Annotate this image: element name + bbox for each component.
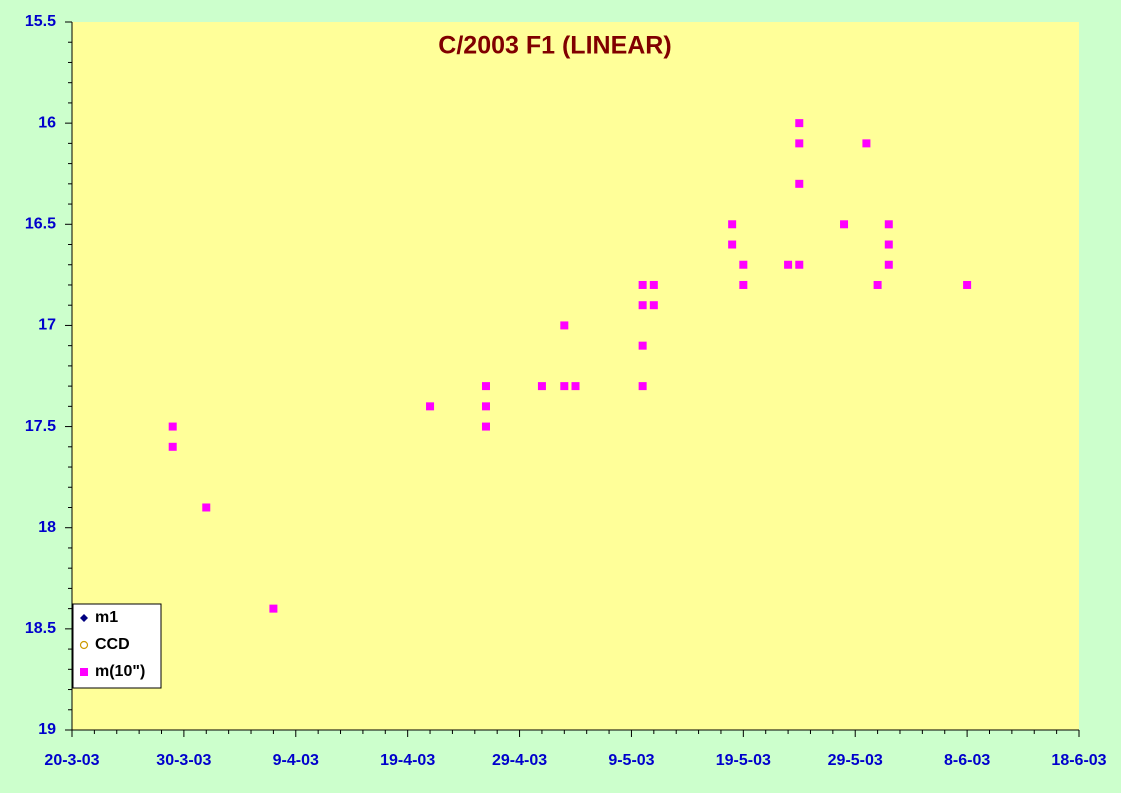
- point: [168, 422, 177, 431]
- x-tick-label: 30-3-03: [156, 752, 211, 769]
- point: [649, 301, 658, 310]
- point: [795, 260, 804, 269]
- point: [481, 382, 490, 391]
- point: [649, 280, 658, 289]
- point: [884, 240, 893, 249]
- y-tick-label: 16.5: [25, 216, 56, 233]
- point: [884, 260, 893, 269]
- plot-area: [72, 22, 1079, 730]
- y-tick-label: 17: [38, 317, 56, 334]
- point: [638, 341, 647, 350]
- x-tick-label: 9-5-03: [608, 752, 654, 769]
- point: [728, 220, 737, 229]
- y-tick-label: 18.5: [25, 620, 56, 637]
- x-tick-label: 19-5-03: [716, 752, 771, 769]
- point: [202, 503, 211, 512]
- x-tick-label: 9-4-03: [273, 752, 319, 769]
- point: [795, 139, 804, 148]
- point: [739, 280, 748, 289]
- point: [784, 260, 793, 269]
- point: [560, 321, 569, 330]
- point: [963, 280, 972, 289]
- point: [481, 402, 490, 411]
- x-tick-label: 8-6-03: [944, 752, 990, 769]
- x-tick-label: 19-4-03: [380, 752, 435, 769]
- point: [728, 240, 737, 249]
- point: [862, 139, 871, 148]
- point: [795, 179, 804, 188]
- chart-title: C/2003 F1 (LINEAR): [438, 32, 671, 60]
- point: [168, 442, 177, 451]
- point: [884, 220, 893, 229]
- legend-marker: [80, 614, 88, 622]
- y-tick-label: 16: [38, 114, 56, 131]
- point: [426, 402, 435, 411]
- x-tick-label: 18-6-03: [1051, 752, 1106, 769]
- point: [537, 382, 546, 391]
- point: [638, 280, 647, 289]
- point: [840, 220, 849, 229]
- point: [795, 119, 804, 128]
- point: [571, 382, 580, 391]
- y-tick-label: 15.5: [25, 13, 56, 30]
- y-tick-label: 18: [38, 519, 56, 536]
- x-tick-label: 20-3-03: [44, 752, 99, 769]
- legend-marker: [79, 640, 89, 650]
- point: [269, 604, 278, 613]
- x-tick-label: 29-5-03: [828, 752, 883, 769]
- x-tick-label: 29-4-03: [492, 752, 547, 769]
- legend-marker: [80, 668, 88, 676]
- point: [560, 382, 569, 391]
- point: [638, 301, 647, 310]
- legend-label: CCD: [95, 636, 130, 653]
- point: [638, 382, 647, 391]
- y-tick-label: 17.5: [25, 418, 56, 435]
- y-tick-label: 19: [38, 721, 56, 738]
- point: [739, 260, 748, 269]
- legend-label: m(10"): [95, 663, 145, 680]
- point: [481, 422, 490, 431]
- point: [873, 280, 882, 289]
- legend-label: m1: [95, 609, 118, 626]
